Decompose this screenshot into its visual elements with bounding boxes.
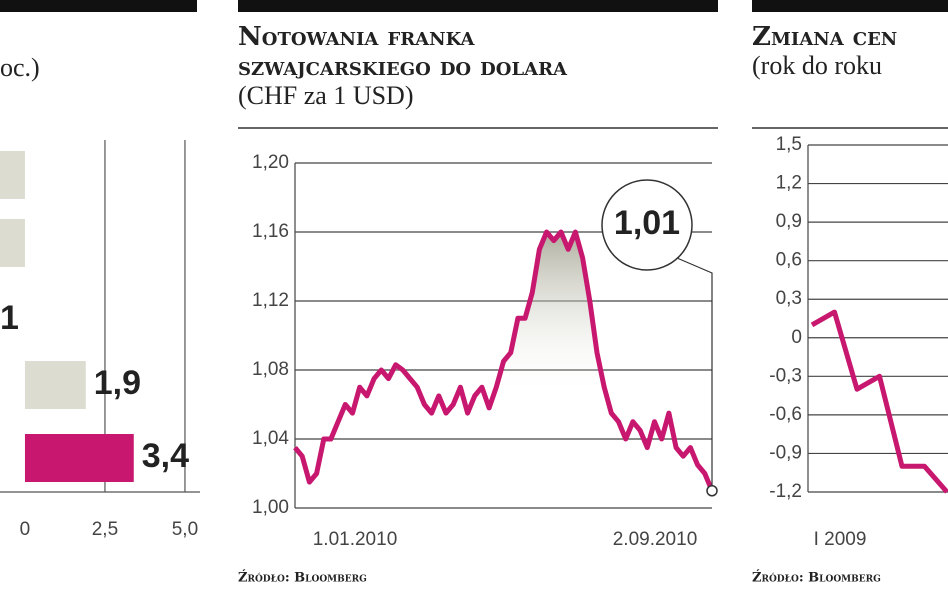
- subtitle: oc.): [0, 53, 40, 82]
- subtitle: (rok do roku: [752, 51, 882, 80]
- y-tick-label: 0: [791, 327, 802, 348]
- subtitle: (CHF za 1 USD): [238, 81, 414, 110]
- source: Źródło: Bloomberg: [752, 570, 881, 586]
- x-label: 2.09.2010: [613, 529, 698, 550]
- end-marker: [706, 485, 718, 497]
- header-bar: [238, 0, 718, 12]
- line: [293, 229, 715, 492]
- bar: [0, 151, 25, 199]
- value-label: 1,9: [94, 364, 141, 402]
- y-tick-label: 1,12: [252, 290, 289, 311]
- y-tick-label: 1,20: [252, 152, 289, 173]
- title: Notowania franka: [238, 22, 476, 52]
- title: Zmiana cen: [752, 22, 897, 52]
- y-tick-label: 0,6: [776, 250, 802, 271]
- y-tick-label: 1,08: [252, 359, 289, 380]
- y-tick-label: 0,9: [776, 211, 802, 232]
- source: Źródło: Bloomberg: [238, 570, 367, 586]
- y-tick-label: -0,3: [769, 365, 802, 386]
- x-tick-label: 5,0: [172, 519, 198, 540]
- y-tick-label: 1,2: [776, 173, 802, 194]
- callout: [601, 179, 693, 271]
- leader: [676, 257, 713, 486]
- value-label: 3,4: [142, 437, 189, 475]
- bar: [0, 219, 25, 267]
- y-tick-label: 1,16: [252, 221, 289, 242]
- bar: [24, 434, 134, 482]
- bar: [24, 361, 86, 409]
- y-tick-label: 0,3: [776, 288, 802, 309]
- y-tick-label: -0,6: [769, 404, 802, 425]
- x-tick-label: 0: [20, 519, 31, 540]
- x-label: I 2009: [814, 529, 867, 550]
- line: [810, 309, 948, 494]
- header-bar: [0, 0, 197, 12]
- y-tick-label: -0,9: [769, 442, 802, 463]
- x-label: 1.01.2010: [313, 529, 398, 550]
- header-bar: [752, 0, 948, 12]
- y-tick-label: -1,2: [769, 481, 802, 502]
- y-tick-label: 1,5: [776, 134, 802, 155]
- annotation: 1: [0, 299, 19, 337]
- title: szwajcarskiego do dolara: [238, 52, 568, 82]
- y-tick-label: 1,00: [252, 497, 289, 518]
- x-tick-label: 2,5: [92, 519, 118, 540]
- annotation: 1,01: [614, 204, 680, 242]
- y-tick-label: 1,04: [252, 428, 289, 449]
